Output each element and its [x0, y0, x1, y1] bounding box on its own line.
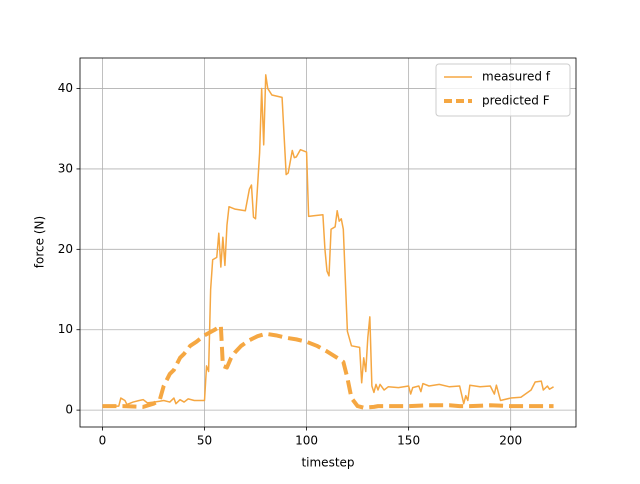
y-tick-label: 10 [58, 322, 73, 336]
legend-label: measured f [482, 70, 551, 84]
x-tick-label: 200 [499, 434, 522, 448]
x-tick-label: 50 [197, 434, 212, 448]
y-tick-label: 30 [58, 161, 73, 175]
x-tick-label: 0 [99, 434, 107, 448]
y-tick-label: 20 [58, 242, 73, 256]
y-tick-label: 0 [65, 403, 73, 417]
plot-frame [79, 57, 577, 428]
series-line [102, 323, 554, 410]
x-tick-label: 100 [295, 434, 318, 448]
legend: measured f predicted F [435, 63, 571, 117]
y-axis-label: force (N) [33, 216, 47, 268]
x-tick-label: 150 [397, 434, 420, 448]
legend-label: predicted F [482, 94, 550, 108]
x-axis-label: timestep [301, 456, 354, 470]
y-tick-label: 40 [58, 81, 73, 95]
series-line [102, 74, 554, 407]
